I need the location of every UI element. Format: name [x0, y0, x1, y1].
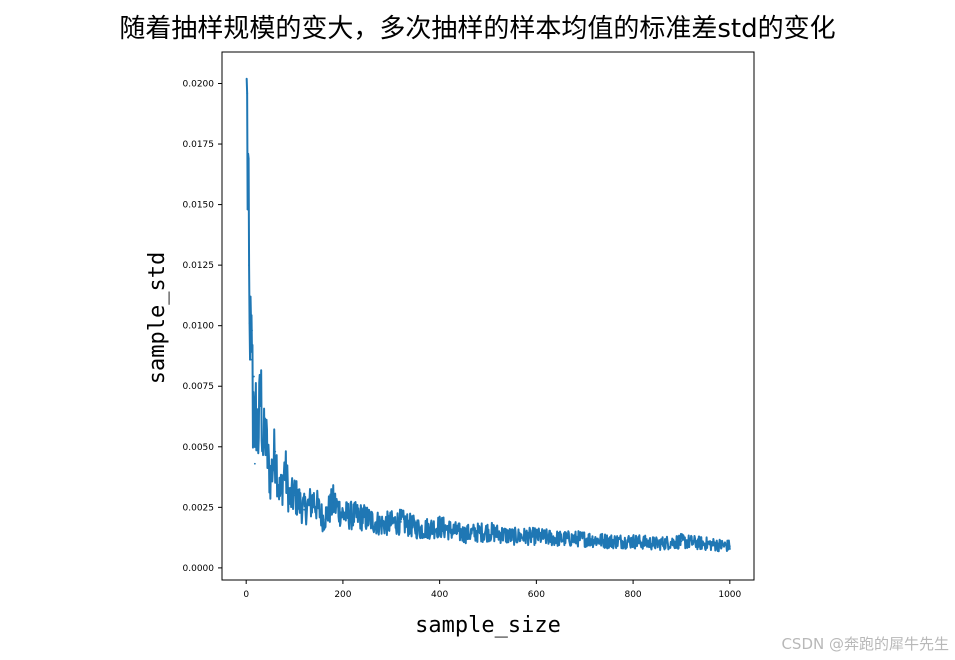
data-point — [361, 516, 364, 518]
y-axis-ticks: 0.0000 0.0025 0.0050 0.0075 0.0100 0.0125 0.01… — [183, 79, 222, 574]
data-point — [728, 545, 731, 547]
y-tick-label: 0.0100 — [183, 322, 215, 332]
data-point — [250, 358, 252, 361]
data-point — [267, 460, 269, 463]
data-point — [253, 375, 255, 378]
data-point — [262, 445, 265, 448]
data-point — [559, 537, 562, 540]
y-tick-label: 0.0150 — [183, 201, 215, 211]
data-point — [251, 329, 253, 332]
data-point — [632, 540, 634, 543]
y-axis-label: sample_std — [145, 252, 170, 384]
data-point — [704, 542, 707, 545]
x-tick-label: 800 — [624, 590, 641, 600]
data-point — [274, 450, 277, 453]
x-tick-label: 1000 — [718, 590, 741, 600]
y-tick-label: 0.0075 — [183, 382, 215, 392]
data-point — [511, 535, 514, 538]
data-point — [247, 157, 250, 160]
data-point — [535, 535, 538, 538]
y-tick-label: 0.0125 — [183, 261, 215, 271]
data-point — [259, 387, 262, 390]
data-point — [252, 421, 254, 424]
data-point — [245, 77, 248, 80]
y-tick-label: 0.0200 — [183, 79, 215, 89]
x-tick-label: 600 — [528, 590, 545, 600]
data-point — [264, 433, 267, 436]
data-point — [288, 499, 291, 501]
series-layer — [245, 77, 731, 553]
data-point — [608, 540, 610, 543]
data-point — [293, 494, 296, 497]
data-point — [380, 523, 383, 526]
data-point — [254, 411, 257, 414]
data-point — [419, 528, 422, 531]
data-point — [342, 513, 344, 516]
data-point — [680, 540, 683, 543]
data-point — [487, 530, 489, 533]
y-tick-label: 0.0175 — [183, 140, 215, 150]
data-point — [583, 537, 586, 540]
x-tick-label: 400 — [431, 590, 448, 600]
chart-title: 随着抽样规模的变大，多次抽样的样本均值的标准差std的变化 — [119, 14, 836, 44]
data-point — [462, 533, 465, 535]
data-point — [283, 467, 286, 470]
data-point — [246, 92, 249, 95]
data-point — [257, 436, 260, 439]
data-point — [253, 462, 256, 465]
data-point — [279, 494, 281, 497]
data-point — [312, 499, 315, 501]
data-point — [248, 322, 251, 325]
y-tick-label: 0.0025 — [183, 503, 215, 513]
series-line — [245, 78, 731, 553]
data-point — [656, 542, 659, 545]
data-point — [400, 520, 402, 523]
data-point — [246, 208, 249, 211]
data-point — [249, 295, 252, 298]
x-axis-label: sample_size — [415, 613, 561, 638]
x-axis-ticks: 0 200 400 600 800 1000 — [243, 580, 742, 600]
data-point — [248, 264, 250, 267]
y-tick-label: 0.0050 — [183, 443, 215, 453]
y-tick-label: 0.0000 — [183, 564, 215, 574]
x-tick-label: 0 — [243, 590, 249, 600]
data-point — [332, 501, 335, 504]
x-tick-label: 200 — [334, 590, 351, 600]
data-point — [303, 508, 306, 511]
watermark-text: CSDN @奔跑的犀牛先生 — [781, 635, 949, 653]
data-point — [269, 477, 272, 480]
data-point — [322, 518, 325, 521]
data-point — [438, 525, 441, 528]
data-point — [247, 152, 250, 155]
